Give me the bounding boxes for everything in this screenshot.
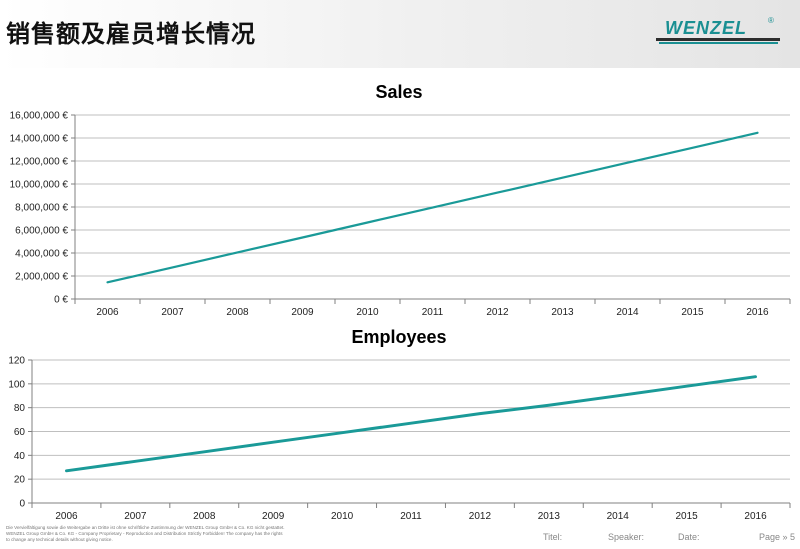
- chart-title: Employees: [351, 327, 446, 347]
- series-line: [65, 375, 757, 473]
- logo-text: WENZEL: [665, 18, 747, 38]
- x-tick-label: 2009: [291, 307, 314, 318]
- x-tick-label: 2016: [744, 511, 767, 520]
- x-tick-label: 2011: [422, 307, 444, 318]
- y-tick-label: 8,000,000 €: [15, 203, 68, 214]
- x-tick-label: 2013: [551, 307, 574, 318]
- x-tick-label: 2009: [262, 511, 285, 520]
- y-tick-label: 100: [8, 379, 25, 390]
- employees-chart: Employees 0 20 40 60 80 100 120 2006 2007 2008 2009…: [0, 320, 800, 522]
- registered-mark: ®: [768, 16, 774, 25]
- x-tick-label: 2016: [746, 307, 769, 318]
- disclaimer: Die Vervielfältigung sowie die Weitergab…: [6, 525, 351, 543]
- x-tick-label: 2008: [193, 511, 216, 520]
- sales-chart-svg: Sales 0 € 2,000,000 € 4,000,000 € 6,000,000 …: [10, 82, 791, 318]
- employees-chart-svg: Employees 0 20 40 60 80 100 120 2006 2007 2008 2009…: [8, 327, 791, 522]
- footer: Die Vervielfältigung sowie die Weitergab…: [0, 520, 800, 549]
- footer-date-label: Date:: [678, 532, 700, 542]
- logo-underline: [656, 38, 780, 41]
- x-tick-label: 2006: [96, 307, 119, 318]
- y-tick-label: 10,000,000 €: [10, 180, 69, 191]
- x-tick-label: 2007: [161, 307, 184, 318]
- x-tick-label: 2011: [400, 511, 422, 520]
- disclaimer-line: Die Vervielfältigung sowie die Weitergab…: [6, 525, 285, 530]
- page-title: 销售额及雇员增长情况: [6, 20, 256, 48]
- chart-title: Sales: [375, 82, 422, 102]
- x-tick-label: 2015: [676, 511, 699, 520]
- x-tick-label: 2010: [356, 307, 379, 318]
- sales-chart: Sales 0 € 2,000,000 € 4,000,000 € 6,000,000 …: [0, 75, 800, 320]
- x-tick-label: 2010: [331, 511, 354, 520]
- logo-accent-line: [659, 42, 778, 44]
- x-tick-label: 2013: [538, 511, 561, 520]
- footer-page-label: Page » 5: [759, 532, 796, 542]
- disclaimer-line: WENZEL Group GmbH & Co. KG - Company Pro…: [6, 531, 283, 536]
- x-tick-label: 2012: [486, 307, 509, 318]
- y-tick-label: 2,000,000 €: [15, 272, 68, 283]
- x-tick-label: 2015: [681, 307, 704, 318]
- footer-speaker-label: Speaker:: [608, 532, 645, 542]
- y-tick-label: 40: [14, 451, 26, 462]
- series-line: [106, 131, 759, 284]
- y-tick-label: 20: [14, 475, 26, 486]
- x-tick-label: 2014: [616, 307, 639, 318]
- header-bar: 销售额及雇员增长情况 WENZEL ®: [0, 0, 800, 68]
- x-tick-label: 2007: [124, 511, 147, 520]
- x-tick-label: 2012: [469, 511, 492, 520]
- y-tick-label: 60: [14, 427, 26, 438]
- x-tick-label: 2014: [607, 511, 630, 520]
- y-tick-label: 6,000,000 €: [15, 226, 68, 237]
- y-tick-label: 14,000,000 €: [10, 134, 69, 145]
- y-tick-label: 16,000,000 €: [10, 111, 69, 122]
- y-tick-label: 120: [8, 356, 25, 367]
- y-tick-label: 12,000,000 €: [10, 157, 69, 168]
- y-tick-label: 80: [14, 403, 26, 414]
- wenzel-logo: WENZEL ®: [656, 16, 780, 46]
- y-tick-label: 0 €: [54, 295, 68, 306]
- disclaimer-line: to change any technical details without …: [6, 537, 113, 542]
- x-tick-label: 2008: [226, 307, 249, 318]
- y-tick-label: 4,000,000 €: [15, 249, 68, 260]
- x-tick-label: 2006: [55, 511, 78, 520]
- y-tick-label: 0: [19, 499, 25, 510]
- footer-titel-label: Titel:: [543, 532, 563, 542]
